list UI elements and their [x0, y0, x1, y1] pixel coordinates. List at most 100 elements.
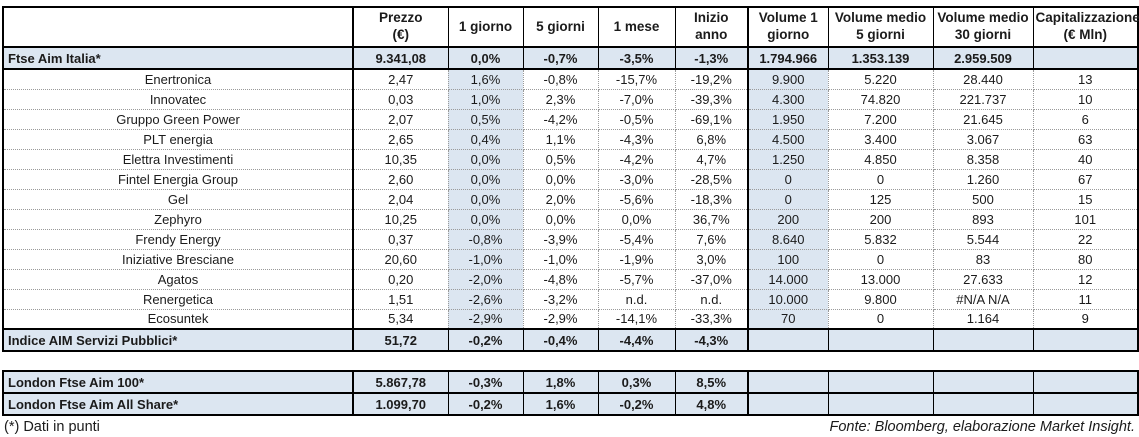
value-cell: 2,3% — [523, 89, 599, 110]
value-cell: 3.067 — [933, 129, 1034, 150]
value-cell: 0,0% — [523, 169, 599, 190]
table-row: Innovatec 0,03 1,0% 2,3% -7,0% -39,3% 4.300 74.… — [3, 89, 1139, 110]
value-cell: 4,7% — [675, 149, 749, 170]
value-cell: 0,5% — [523, 149, 599, 170]
value-cell: -4,8% — [523, 269, 599, 290]
value-cell: -1,3% — [674, 46, 749, 70]
column-header: Volume 1 giorno — [747, 6, 829, 48]
value-cell — [827, 370, 934, 394]
row-name-cell: Fintel Energia Group — [3, 169, 354, 190]
value-cell: -4,4% — [597, 328, 676, 352]
value-cell: 1.950 — [747, 109, 829, 130]
table-row: Renergetica 1,51 -2,6% -3,2% n.d. n.d. 10.000 9… — [3, 289, 1139, 310]
value-cell: -0,2% — [447, 328, 524, 352]
value-cell: 0 — [747, 189, 829, 210]
value-cell — [747, 370, 829, 394]
value-cell: -7,0% — [598, 89, 676, 110]
table-header: Prezzo (€) 1 giorno 5 giorni 1 mese Inizio a… — [2, 6, 1139, 48]
value-cell: 2,65 — [352, 129, 449, 150]
value-cell: 4.300 — [747, 89, 829, 110]
row-name-cell: Renergetica — [3, 289, 354, 310]
value-cell: 500 — [933, 189, 1034, 210]
value-cell: 1.250 — [747, 149, 829, 170]
table-row: Frendy Energy 0,37 -0,8% -3,9% -5,4% 7,6% 8.64… — [3, 229, 1139, 250]
value-cell: 100 — [747, 249, 829, 270]
column-header: 5 giorni — [522, 6, 599, 48]
row-name-cell: Ftse Aim Italia* — [2, 46, 354, 70]
value-cell: 21.645 — [933, 109, 1034, 130]
value-cell: -2,9% — [523, 309, 599, 330]
value-cell: 9.900 — [747, 69, 829, 90]
row-name-cell: Gruppo Green Power — [3, 109, 354, 130]
value-cell: 5,34 — [352, 309, 449, 330]
value-cell: 7.200 — [828, 109, 934, 130]
value-cell: 11 — [1033, 289, 1139, 310]
row-name-cell: Frendy Energy — [3, 229, 354, 250]
value-cell: 5.867,78 — [352, 370, 449, 394]
value-cell: n.d. — [675, 289, 749, 310]
value-cell: -4,2% — [598, 149, 676, 170]
value-cell: 0,4% — [448, 129, 524, 150]
value-cell: 0 — [828, 249, 934, 270]
value-cell: 1,6% — [448, 69, 524, 90]
value-cell: 1,6% — [522, 392, 599, 416]
value-cell: -3,2% — [523, 289, 599, 310]
value-cell: 1.260 — [933, 169, 1034, 190]
table-footer: (*) Dati in punti Fonte: Bloomberg, elab… — [2, 416, 1137, 435]
value-cell: 1.099,70 — [352, 392, 449, 416]
value-cell: 893 — [933, 209, 1034, 230]
value-cell: 13.000 — [828, 269, 934, 290]
value-cell: 4.850 — [828, 149, 934, 170]
row-name-cell: Gel — [3, 189, 354, 210]
value-cell — [747, 328, 829, 352]
index-row: London Ftse Aim 100* 5.867,78 -0,3% 1,8% 0,3… — [2, 370, 1139, 394]
value-cell: 0,37 — [352, 229, 449, 250]
index-row: London Ftse Aim All Share* 1.099,70 -0,2% 1… — [2, 392, 1139, 416]
value-cell: -2,0% — [448, 269, 524, 290]
value-cell — [932, 392, 1034, 416]
value-cell: -0,8% — [448, 229, 524, 250]
column-header: Volume medio 30 giorni — [932, 6, 1034, 48]
value-cell: 0,03 — [352, 89, 449, 110]
name-column-header — [2, 6, 354, 48]
value-cell: 4.500 — [747, 129, 829, 150]
value-cell: -28,5% — [675, 169, 749, 190]
value-cell: 221.737 — [933, 89, 1034, 110]
value-cell — [747, 392, 829, 416]
value-cell: 0,0% — [447, 46, 524, 70]
table-row: PLT energia 2,65 0,4% 1,1% -4,3% 6,8% 4.500 3.4… — [3, 129, 1139, 150]
row-name-cell: Enertronica — [3, 69, 354, 90]
value-cell: 15 — [1033, 189, 1139, 210]
value-cell: -0,2% — [597, 392, 676, 416]
value-cell: 1.164 — [933, 309, 1034, 330]
value-cell: 6 — [1033, 109, 1139, 130]
value-cell: 0,0% — [448, 189, 524, 210]
value-cell: 1,8% — [522, 370, 599, 394]
value-cell — [1032, 46, 1139, 70]
value-cell: -33,3% — [675, 309, 749, 330]
value-cell: -37,0% — [675, 269, 749, 290]
value-cell: -3,0% — [598, 169, 676, 190]
row-name-cell: Agatos — [3, 269, 354, 290]
value-cell: 12 — [1033, 269, 1139, 290]
value-cell — [932, 328, 1034, 352]
value-cell: -15,7% — [598, 69, 676, 90]
value-cell: 0 — [828, 309, 934, 330]
row-name-cell: Innovatec — [3, 89, 354, 110]
value-cell: 2.959.509 — [932, 46, 1034, 70]
value-cell: 27.633 — [933, 269, 1034, 290]
value-cell: 200 — [747, 209, 829, 230]
value-cell — [932, 370, 1034, 394]
value-cell: 200 — [828, 209, 934, 230]
row-name-cell: PLT energia — [3, 129, 354, 150]
value-cell: 80 — [1033, 249, 1139, 270]
value-cell: 2,0% — [523, 189, 599, 210]
index-row: Ftse Aim Italia* 9.341,08 0,0% -0,7% -3,5% -1… — [2, 46, 1139, 70]
value-cell: 5.832 — [828, 229, 934, 250]
table-row: Elettra Investimenti 10,35 0,0% 0,5% -4,2% 4,… — [3, 149, 1139, 170]
table-body: Ftse Aim Italia* 9.341,08 0,0% -0,7% -3,5% -1… — [2, 46, 1139, 352]
value-cell: -1,0% — [523, 249, 599, 270]
value-cell: -0,8% — [523, 69, 599, 90]
value-cell: 6,8% — [675, 129, 749, 150]
value-cell: 0,0% — [448, 169, 524, 190]
